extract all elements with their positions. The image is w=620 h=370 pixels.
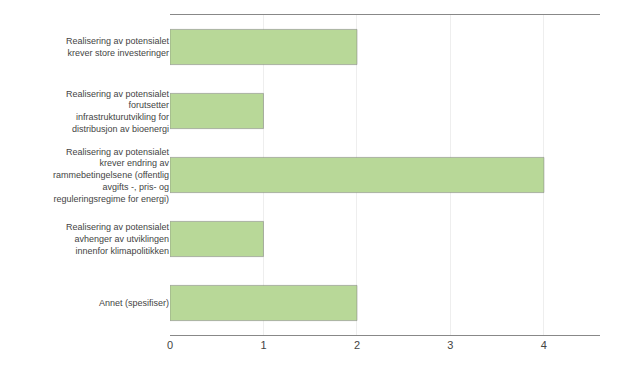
svg-text:Realisering av potensialetavhe: Realisering av potensialetavhenger av ut… xyxy=(66,222,170,255)
svg-text:Realisering av potensialetkrev: Realisering av potensialetkrever endring… xyxy=(53,147,169,204)
svg-text:Realisering av potensialetkrev: Realisering av potensialetkrever store i… xyxy=(66,36,170,58)
svg-text:0: 0 xyxy=(167,339,173,351)
svg-text:4: 4 xyxy=(541,339,547,351)
svg-text:1: 1 xyxy=(260,339,266,351)
svg-text:Annet (spesifiser): Annet (spesifiser) xyxy=(99,298,169,308)
svg-text:3: 3 xyxy=(447,339,453,351)
svg-text:Realisering av potensialetforu: Realisering av potensialetforutsetterinf… xyxy=(66,89,170,134)
svg-text:2: 2 xyxy=(354,339,360,351)
